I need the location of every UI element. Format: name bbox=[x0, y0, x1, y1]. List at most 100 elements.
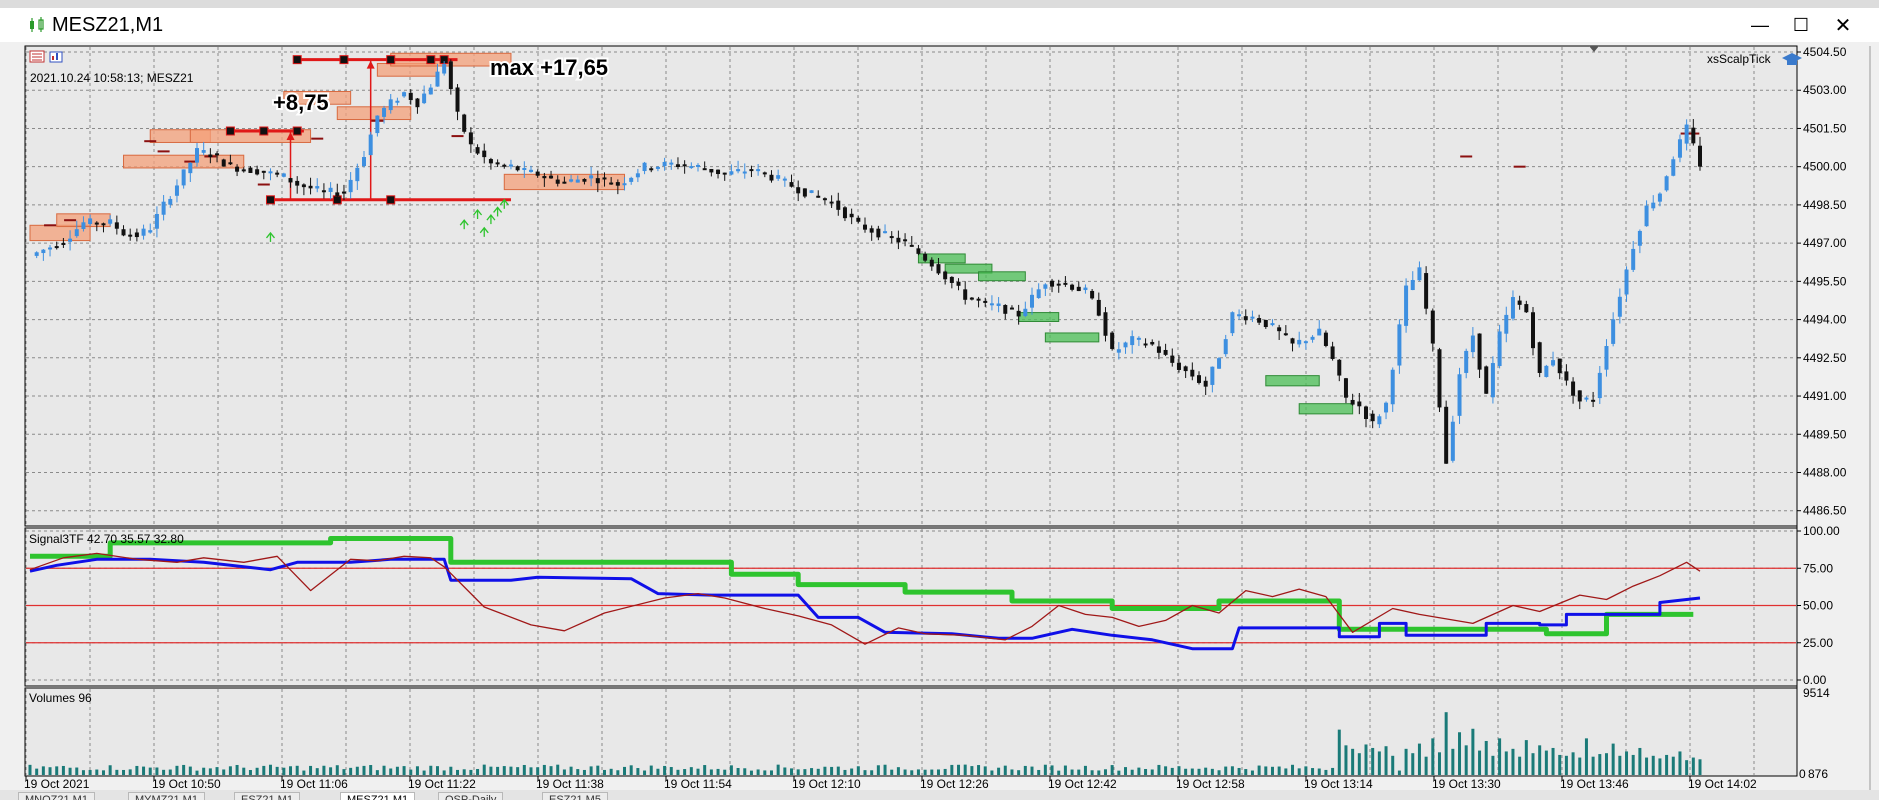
volume-bar bbox=[997, 767, 1001, 775]
volume-bar bbox=[596, 765, 600, 775]
signal-panel[interactable] bbox=[24, 527, 1798, 687]
candle-body bbox=[321, 190, 326, 193]
volume-bar bbox=[1364, 744, 1368, 775]
signal-line-darkred bbox=[29, 552, 1701, 645]
volume-bar bbox=[322, 765, 326, 775]
volume-bar bbox=[1224, 766, 1228, 775]
candle-body bbox=[382, 107, 387, 117]
candle-body bbox=[1517, 300, 1522, 305]
candle-body bbox=[682, 164, 687, 167]
chart-tab[interactable]: MESZ21,M1 bbox=[340, 792, 416, 800]
volume-bar bbox=[1564, 755, 1568, 775]
maximize-button[interactable]: ☐ bbox=[1792, 14, 1810, 35]
candle-body bbox=[1283, 333, 1288, 336]
volume-bar bbox=[1337, 729, 1341, 775]
volume-tick-label: 876 bbox=[1808, 767, 1828, 781]
candle-body bbox=[756, 169, 761, 172]
volume-bar bbox=[1177, 766, 1181, 775]
price-tick-label: 4495.50 bbox=[1803, 274, 1847, 288]
volume-bar bbox=[48, 767, 52, 775]
candle-body bbox=[1103, 312, 1108, 336]
chart-tab[interactable]: MNQZ21,M1 bbox=[18, 792, 95, 800]
volume-bar bbox=[1665, 754, 1669, 775]
candle-body bbox=[108, 219, 113, 224]
volume-bar bbox=[1625, 751, 1629, 775]
volume-bar bbox=[542, 764, 546, 775]
candle-body bbox=[963, 289, 968, 300]
volume-bar bbox=[1484, 740, 1488, 775]
volume-bar bbox=[1090, 770, 1094, 775]
volume-bar bbox=[582, 769, 586, 775]
volume-bar bbox=[255, 767, 259, 775]
chart-tab[interactable]: ESZ21,M5 bbox=[542, 792, 608, 800]
candle-body bbox=[68, 238, 73, 242]
candlestick-chart-icon bbox=[30, 17, 44, 32]
candle-body bbox=[669, 162, 674, 165]
volume-bar bbox=[1558, 754, 1562, 775]
volume-bar bbox=[482, 764, 486, 775]
volume-bar bbox=[61, 765, 65, 775]
volume-bar bbox=[1023, 765, 1027, 775]
volume-bar bbox=[1531, 753, 1535, 775]
volume-bar bbox=[1003, 765, 1007, 775]
close-button[interactable]: ✕ bbox=[1834, 14, 1852, 37]
candle-body bbox=[174, 185, 179, 196]
volume-bar bbox=[1397, 770, 1401, 775]
candle-body bbox=[542, 176, 547, 179]
chart-area[interactable]: 4504.50 4503.00 4501.50 4500.00 4498.50 4497.… bbox=[0, 42, 1879, 790]
volume-bar bbox=[856, 766, 860, 775]
volume-bar bbox=[168, 769, 172, 775]
candle-body bbox=[1651, 202, 1656, 209]
candle-body bbox=[1297, 339, 1302, 345]
volume-bar bbox=[1391, 755, 1395, 775]
volume-bar bbox=[1277, 766, 1281, 775]
volume-bar bbox=[1144, 768, 1148, 775]
volume-bar bbox=[1184, 768, 1188, 775]
volume-bar bbox=[536, 767, 540, 775]
volume-bar bbox=[1458, 732, 1462, 775]
chart-tab[interactable]: QSP-Daily bbox=[438, 792, 504, 800]
chart-tab[interactable]: MYMZ21,M1 bbox=[128, 792, 205, 800]
toolbar-icons[interactable] bbox=[29, 50, 63, 63]
minimize-button[interactable]: — bbox=[1751, 14, 1769, 35]
volume-bar bbox=[1010, 769, 1014, 775]
volume-bar bbox=[1270, 766, 1274, 775]
volume-bar bbox=[1170, 767, 1174, 775]
volume-bar bbox=[1651, 755, 1655, 775]
candle-body bbox=[589, 175, 594, 179]
candle-body bbox=[635, 173, 640, 178]
chart-shift-marker[interactable] bbox=[1589, 46, 1599, 52]
signal-label: Signal3TF 42.70 35.57 32.80 bbox=[29, 532, 184, 546]
candle-body bbox=[1163, 349, 1168, 355]
candle-body bbox=[1136, 337, 1141, 340]
candle-body bbox=[195, 148, 199, 163]
candle-body bbox=[956, 281, 961, 286]
candle-body bbox=[1250, 316, 1255, 319]
volume-bar bbox=[1357, 753, 1361, 775]
price-tick-label: 4486.50 bbox=[1803, 504, 1847, 518]
candle-body bbox=[455, 87, 460, 112]
volume-bar bbox=[562, 769, 566, 775]
price-panel[interactable] bbox=[24, 45, 1798, 527]
candle-body bbox=[736, 169, 741, 172]
chart-tab[interactable]: ESZ21,M1 bbox=[234, 792, 300, 800]
volume-bar bbox=[816, 768, 820, 775]
volume-panel[interactable] bbox=[24, 687, 1798, 777]
candle-body bbox=[74, 229, 79, 237]
volume-bar bbox=[1591, 756, 1595, 775]
volume-bar bbox=[609, 768, 613, 775]
volume-bar bbox=[1498, 738, 1502, 775]
volume-bar bbox=[1578, 757, 1582, 775]
volume-bar bbox=[1685, 760, 1689, 775]
candle-body bbox=[1537, 342, 1542, 373]
candle-body bbox=[408, 92, 413, 101]
candle-body bbox=[1684, 124, 1689, 144]
volume-bar bbox=[656, 768, 660, 775]
volume-bar bbox=[850, 768, 854, 775]
candle-body bbox=[1357, 401, 1362, 407]
candle-body bbox=[709, 168, 714, 173]
candle-body bbox=[943, 271, 948, 280]
volume-bar bbox=[1417, 743, 1421, 775]
candle-body bbox=[1116, 349, 1121, 353]
candle-body bbox=[1096, 299, 1101, 316]
